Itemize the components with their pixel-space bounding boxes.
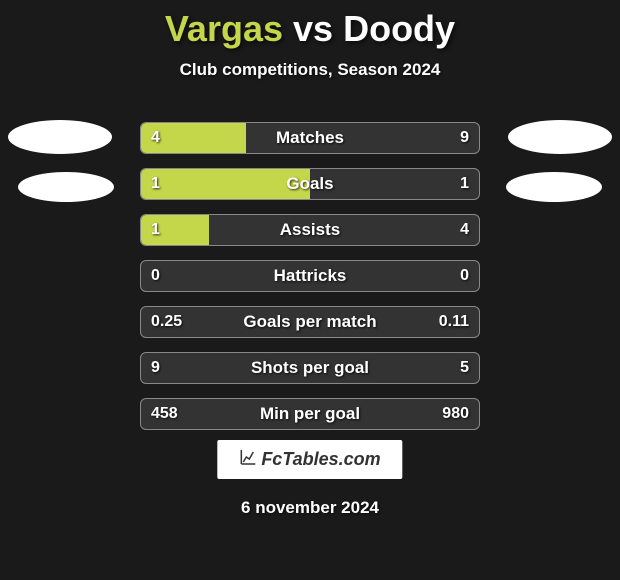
player2-name: Doody <box>343 8 455 49</box>
date-text: 6 november 2024 <box>0 498 620 518</box>
chart-icon <box>239 448 257 471</box>
stat-row: 0.25Goals per match0.11 <box>140 306 480 338</box>
logo-text: FcTables.com <box>261 449 380 470</box>
stat-value-right: 9 <box>460 123 469 153</box>
stat-row: 1Assists4 <box>140 214 480 246</box>
player2-avatar-placeholder <box>508 120 612 154</box>
stat-row: 458Min per goal980 <box>140 398 480 430</box>
stat-row: 1Goals1 <box>140 168 480 200</box>
stat-label: Min per goal <box>141 399 479 429</box>
stat-value-right: 980 <box>442 399 469 429</box>
stat-label: Goals <box>141 169 479 199</box>
stat-row: 4Matches9 <box>140 122 480 154</box>
stat-value-right: 5 <box>460 353 469 383</box>
player1-name: Vargas <box>165 8 283 49</box>
stat-label: Matches <box>141 123 479 153</box>
stat-value-right: 1 <box>460 169 469 199</box>
stat-label: Assists <box>141 215 479 245</box>
vs-text: vs <box>293 8 333 49</box>
stat-value-right: 0 <box>460 261 469 291</box>
subtitle: Club competitions, Season 2024 <box>0 60 620 80</box>
logo: FcTables.com <box>239 448 380 471</box>
stat-label: Shots per goal <box>141 353 479 383</box>
stat-row: 0Hattricks0 <box>140 260 480 292</box>
stat-value-right: 0.11 <box>439 307 469 337</box>
logo-box: FcTables.com <box>217 440 402 479</box>
player1-logo-placeholder <box>18 172 114 202</box>
stats-bars-container: 4Matches91Goals11Assists40Hattricks00.25… <box>140 122 480 444</box>
player1-avatar-placeholder <box>8 120 112 154</box>
stat-value-right: 4 <box>460 215 469 245</box>
comparison-title: Vargas vs Doody <box>0 0 620 50</box>
stat-row: 9Shots per goal5 <box>140 352 480 384</box>
player2-logo-placeholder <box>506 172 602 202</box>
stat-label: Hattricks <box>141 261 479 291</box>
stat-label: Goals per match <box>141 307 479 337</box>
